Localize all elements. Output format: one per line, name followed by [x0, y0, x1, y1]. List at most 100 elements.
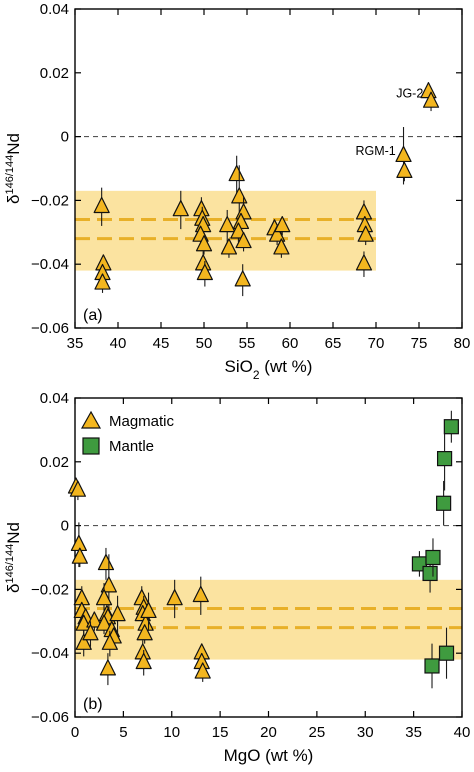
- plot-frame: [74, 8, 463, 329]
- x-tick-label: 80: [454, 335, 471, 352]
- y-tick-label: 0.02: [40, 454, 69, 471]
- x-tick-label: 50: [196, 335, 213, 352]
- data-point-triangle: [94, 273, 111, 290]
- x-tick-label: 10: [163, 724, 180, 741]
- data-point-square: [436, 451, 453, 467]
- data-point-triangle: [395, 145, 412, 163]
- annotation-label: RGM-1: [355, 144, 395, 158]
- y-axis-title-delta: δ: [4, 195, 23, 204]
- x-axis-title-rest: (wt %): [260, 357, 313, 376]
- legend: Magmatic Mantle: [80, 410, 175, 455]
- data-point-triangle: [355, 254, 373, 271]
- data-point-triangle: [422, 91, 440, 108]
- x-axis-title: SiO2 (wt %): [225, 357, 313, 382]
- y-tick-label: −0.04: [31, 256, 69, 273]
- y-tick-label: 0.04: [40, 390, 69, 407]
- y-tick-label: −0.06: [31, 320, 69, 337]
- y-tick-label: −0.02: [31, 581, 69, 598]
- x-tick-label: 55: [239, 335, 256, 352]
- data-point-triangle: [136, 624, 153, 641]
- x-tick-label: 75: [411, 335, 428, 352]
- series-magmatic: [67, 477, 211, 686]
- y-axis-title-sup: 146/144: [4, 155, 16, 195]
- x-tick-label: 20: [260, 724, 277, 741]
- data-point-triangle: [234, 270, 251, 287]
- y-axis-title-sup: 146/144: [4, 544, 16, 584]
- data-point-square: [425, 549, 441, 566]
- data-point-triangle: [357, 225, 374, 242]
- data-point-triangle: [220, 238, 238, 255]
- panel-a: 35 40 45 50 55 60 65 70 75 80 0.04 0.02 0 −0.02 −0.04 −…: [4, 1, 470, 382]
- data-point-triangle: [194, 662, 211, 679]
- data-point-triangle: [69, 480, 87, 497]
- data-point-triangle: [196, 263, 213, 281]
- x-tick-label: 35: [67, 335, 84, 352]
- data-point-triangle: [100, 576, 117, 593]
- data-point-triangle: [97, 553, 115, 571]
- data-point-triangle: [109, 605, 126, 622]
- series-mantle: [411, 410, 459, 689]
- x-tick-label: 5: [119, 724, 127, 741]
- data-point-triangle: [219, 216, 236, 233]
- panel-label: (a): [83, 307, 103, 324]
- x-tick-label: 30: [357, 724, 374, 741]
- data-point-triangle: [192, 585, 209, 603]
- x-tick-label: 65: [325, 335, 342, 352]
- panel-label: (b): [83, 696, 103, 713]
- series-magmatic: [93, 82, 440, 297]
- data-point-triangle: [396, 161, 413, 178]
- reference-band: [75, 579, 462, 660]
- data-point-square: [422, 565, 438, 582]
- y-tick-label: −0.02: [31, 192, 69, 209]
- y-axis-title: δ146/144Nd: [4, 133, 23, 204]
- data-point-square: [424, 658, 440, 674]
- panel-b: 0 5 10 15 20 25 30 35 40 0.04 0.02 0 −0.02 −0.04 −0.06…: [4, 390, 470, 765]
- y-tick-label: 0: [61, 518, 69, 535]
- legend-label: Mantle: [109, 438, 154, 455]
- data-point-square: [436, 495, 452, 511]
- x-tick-label: 40: [110, 335, 127, 352]
- y-tick-label: 0.02: [40, 65, 69, 82]
- data-point-triangle: [269, 225, 286, 242]
- data-point-triangle: [166, 589, 183, 606]
- data-point-triangle: [99, 659, 116, 676]
- data-point-triangle: [172, 200, 189, 217]
- y-tick-label: 0: [61, 129, 69, 146]
- data-point-triangle: [228, 164, 245, 182]
- data-point-triangle: [82, 624, 99, 641]
- data-point-triangle: [95, 589, 113, 606]
- legend-marker-triangle: [80, 410, 102, 429]
- y-axis-title-rest: Nd: [4, 522, 23, 544]
- y-axis-title-delta: δ: [4, 584, 23, 593]
- data-point-triangle: [71, 547, 88, 564]
- data-point-triangle: [140, 601, 157, 619]
- y-tick-label: −0.04: [31, 645, 69, 662]
- y-tick-label: −0.06: [31, 709, 69, 726]
- y-axis-title-rest: Nd: [4, 133, 23, 155]
- x-tick-label: 70: [368, 335, 385, 352]
- x-tick-label: 35: [405, 724, 422, 741]
- legend-marker-square: [82, 437, 100, 455]
- x-axis-title: MgO (wt %): [224, 746, 314, 765]
- x-tick-label: 45: [153, 335, 170, 352]
- x-axis-title-sub: 2: [253, 368, 260, 382]
- data-point-triangle: [101, 633, 118, 650]
- data-point-triangle: [135, 652, 152, 670]
- x-tick-label: 0: [71, 724, 79, 741]
- data-point-triangle: [93, 196, 110, 214]
- x-axis-title-base: SiO: [225, 357, 253, 376]
- x-tick-label: 15: [212, 724, 229, 741]
- data-point-triangle: [75, 633, 92, 650]
- data-point-triangle: [273, 238, 290, 255]
- data-point-triangle: [274, 216, 291, 233]
- annotation-label: JG-2: [396, 87, 423, 101]
- data-point-triangle: [95, 614, 113, 631]
- x-tick-label: 40: [454, 724, 471, 741]
- data-point-triangle: [235, 231, 252, 249]
- y-tick-label: 0.04: [40, 1, 69, 18]
- y-axis-title: δ146/144Nd: [4, 522, 23, 593]
- data-point-square: [443, 419, 459, 435]
- data-point-square: [438, 645, 455, 661]
- data-point-triangle: [195, 235, 213, 252]
